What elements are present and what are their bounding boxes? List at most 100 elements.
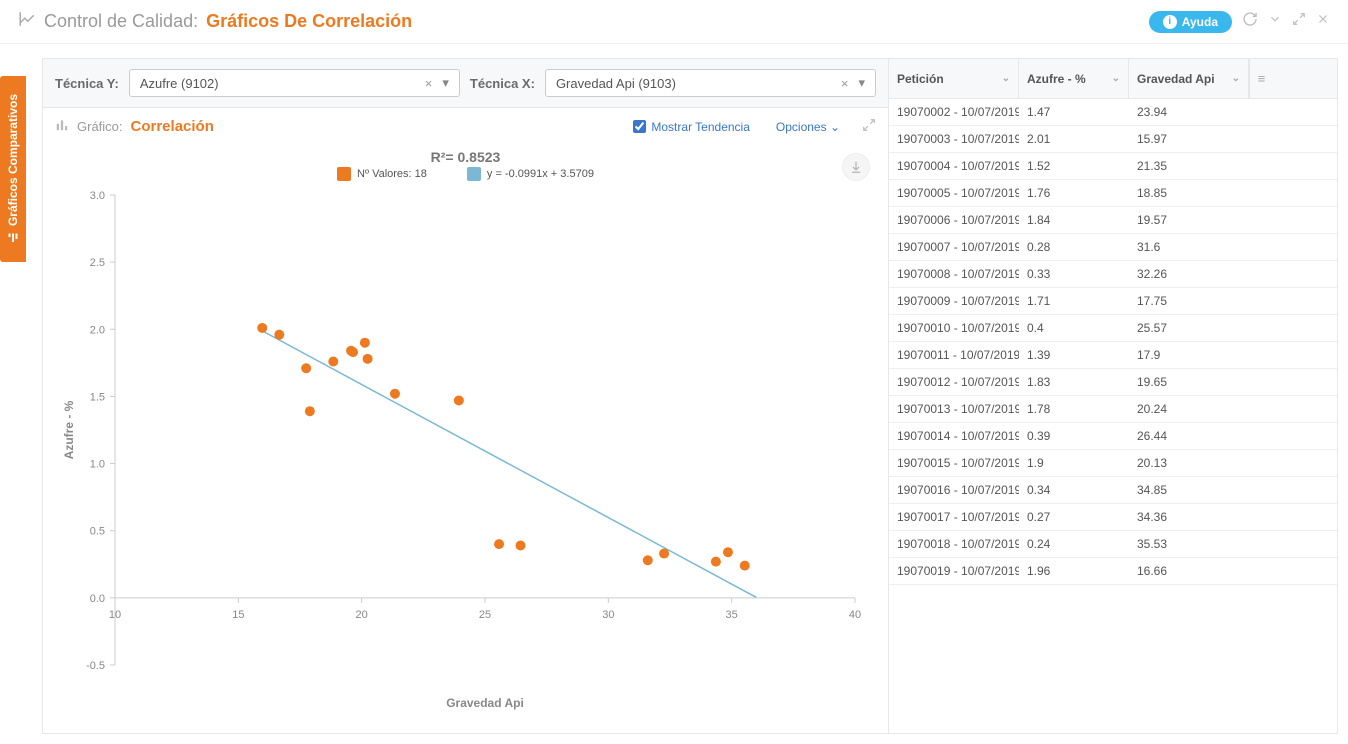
chart-legend: Nº Valores: 18 y = -0.0991x + 3.5709: [55, 167, 876, 185]
col-azufre[interactable]: Azufre - %⌄: [1019, 59, 1129, 98]
table-row[interactable]: 19070006 - 10/07/20191.8419.57: [889, 207, 1337, 234]
table-row[interactable]: 19070010 - 10/07/20190.425.57: [889, 315, 1337, 342]
label-tecnica-y: Técnica Y:: [55, 76, 119, 91]
cell: 21.35: [1129, 159, 1249, 173]
table-row[interactable]: 19070003 - 10/07/20192.0115.97: [889, 126, 1337, 153]
help-button[interactable]: iAyuda: [1149, 11, 1232, 33]
table-row[interactable]: 19070012 - 10/07/20191.8319.65: [889, 369, 1337, 396]
chart-header: Gráfico: Correlación Mostrar Tendencia O…: [43, 108, 888, 145]
cell: 26.44: [1129, 429, 1249, 443]
cell: 0.34: [1019, 483, 1129, 497]
cell: 19.65: [1129, 375, 1249, 389]
table-row[interactable]: 19070016 - 10/07/20190.3434.85: [889, 477, 1337, 504]
cell: 20.24: [1129, 402, 1249, 416]
cell: 0.27: [1019, 510, 1129, 524]
cell: 1.9: [1019, 456, 1129, 470]
svg-text:Gravedad Api: Gravedad Api: [446, 696, 524, 710]
svg-text:1.5: 1.5: [90, 391, 105, 403]
clear-x-icon[interactable]: ×: [835, 76, 855, 91]
cell: 23.94: [1129, 105, 1249, 119]
table-row[interactable]: 19070009 - 10/07/20191.7117.75: [889, 288, 1337, 315]
table-row[interactable]: 19070007 - 10/07/20190.2831.6: [889, 234, 1337, 261]
sort-icon[interactable]: ⌄: [1002, 73, 1010, 84]
collapse-icon[interactable]: [1268, 12, 1282, 31]
col-peticion[interactable]: Petición⌄: [889, 59, 1019, 98]
cell: 19070008 - 10/07/2019: [889, 267, 1019, 281]
cell: 1.52: [1019, 159, 1129, 173]
col-gravedad[interactable]: Gravedad Api⌄: [1129, 59, 1249, 98]
table-row[interactable]: 19070008 - 10/07/20190.3332.26: [889, 261, 1337, 288]
cell: 25.57: [1129, 321, 1249, 335]
svg-text:0.0: 0.0: [90, 593, 105, 605]
svg-text:40: 40: [849, 609, 861, 621]
cell: 19070010 - 10/07/2019: [889, 321, 1019, 335]
cell: 19070017 - 10/07/2019: [889, 510, 1019, 524]
table-row[interactable]: 19070011 - 10/07/20191.3917.9: [889, 342, 1337, 369]
table-menu-icon[interactable]: ≡: [1249, 59, 1273, 98]
download-icon[interactable]: [842, 153, 870, 181]
cell: 1.84: [1019, 213, 1129, 227]
cell: 19070005 - 10/07/2019: [889, 186, 1019, 200]
table-row[interactable]: 19070019 - 10/07/20191.9616.66: [889, 558, 1337, 585]
cell: 35.53: [1129, 537, 1249, 551]
legend-series-label: Nº Valores: 18: [357, 168, 427, 180]
svg-text:1.0: 1.0: [90, 459, 105, 471]
sort-icon[interactable]: ⌄: [1232, 73, 1240, 84]
cell: 19070002 - 10/07/2019: [889, 105, 1019, 119]
label-tecnica-x: Técnica X:: [470, 76, 535, 91]
cell: 1.71: [1019, 294, 1129, 308]
cell: 19070009 - 10/07/2019: [889, 294, 1019, 308]
chevron-down-icon[interactable]: ▾: [854, 75, 869, 91]
table-row[interactable]: 19070002 - 10/07/20191.4723.94: [889, 99, 1337, 126]
options-dropdown[interactable]: Opciones ⌄: [776, 120, 840, 134]
svg-text:10: 10: [109, 609, 121, 621]
table-row[interactable]: 19070015 - 10/07/20191.920.13: [889, 450, 1337, 477]
clear-y-icon[interactable]: ×: [419, 76, 439, 91]
table-row[interactable]: 19070013 - 10/07/20191.7820.24: [889, 396, 1337, 423]
cell: 19070007 - 10/07/2019: [889, 240, 1019, 254]
table-row[interactable]: 19070014 - 10/07/20190.3926.44: [889, 423, 1337, 450]
svg-text:0.5: 0.5: [90, 526, 105, 538]
header-prefix: Control de Calidad:: [44, 11, 198, 32]
cell: 34.85: [1129, 483, 1249, 497]
table-header: Petición⌄ Azufre - %⌄ Gravedad Api⌄ ≡: [889, 59, 1337, 99]
trend-label: Mostrar Tendencia: [651, 120, 750, 134]
combo-tecnica-x[interactable]: Gravedad Api (9103) × ▾: [545, 69, 876, 97]
svg-text:2.0: 2.0: [90, 324, 105, 336]
cell: 19070012 - 10/07/2019: [889, 375, 1019, 389]
cell: 16.66: [1129, 564, 1249, 578]
combo-tecnica-y[interactable]: Azufre (9102) × ▾: [129, 69, 460, 97]
chart-line-icon: [18, 10, 36, 33]
scatter-chart: -0.50.00.51.01.52.02.53.010152025303540A…: [55, 185, 875, 715]
chevron-down-icon[interactable]: ▾: [438, 75, 453, 91]
cell: 15.97: [1129, 132, 1249, 146]
cell: 19070016 - 10/07/2019: [889, 483, 1019, 497]
trend-checkbox[interactable]: [633, 120, 646, 133]
fullscreen-icon[interactable]: [862, 118, 876, 135]
side-tab-comparativos[interactable]: Gráficos Comparativos: [0, 76, 26, 262]
sort-icon[interactable]: ⌄: [1112, 73, 1120, 84]
cell: 0.28: [1019, 240, 1129, 254]
trend-toggle[interactable]: Mostrar Tendencia: [633, 120, 750, 134]
cell: 34.36: [1129, 510, 1249, 524]
table-row[interactable]: 19070004 - 10/07/20191.5221.35: [889, 153, 1337, 180]
close-icon[interactable]: [1316, 12, 1330, 31]
expand-window-icon[interactable]: [1292, 12, 1306, 31]
table-row[interactable]: 19070018 - 10/07/20190.2435.53: [889, 531, 1337, 558]
svg-text:35: 35: [726, 609, 738, 621]
cell: 2.01: [1019, 132, 1129, 146]
selector-row: Técnica Y: Azufre (9102) × ▾ Técnica X: …: [43, 59, 888, 108]
svg-text:3.0: 3.0: [90, 190, 105, 202]
refresh-icon[interactable]: [1242, 11, 1258, 32]
table-row[interactable]: 19070005 - 10/07/20191.7618.85: [889, 180, 1337, 207]
cell: 19070006 - 10/07/2019: [889, 213, 1019, 227]
cell: 0.39: [1019, 429, 1129, 443]
combo-x-value: Gravedad Api (9103): [556, 76, 835, 91]
table-row[interactable]: 19070017 - 10/07/20190.2734.36: [889, 504, 1337, 531]
cell: 1.47: [1019, 105, 1129, 119]
cell: 31.6: [1129, 240, 1249, 254]
cell: 19070018 - 10/07/2019: [889, 537, 1019, 551]
svg-text:Azufre - %: Azufre - %: [62, 400, 76, 459]
chart-prefix: Gráfico:: [77, 119, 123, 134]
cell: 19070015 - 10/07/2019: [889, 456, 1019, 470]
